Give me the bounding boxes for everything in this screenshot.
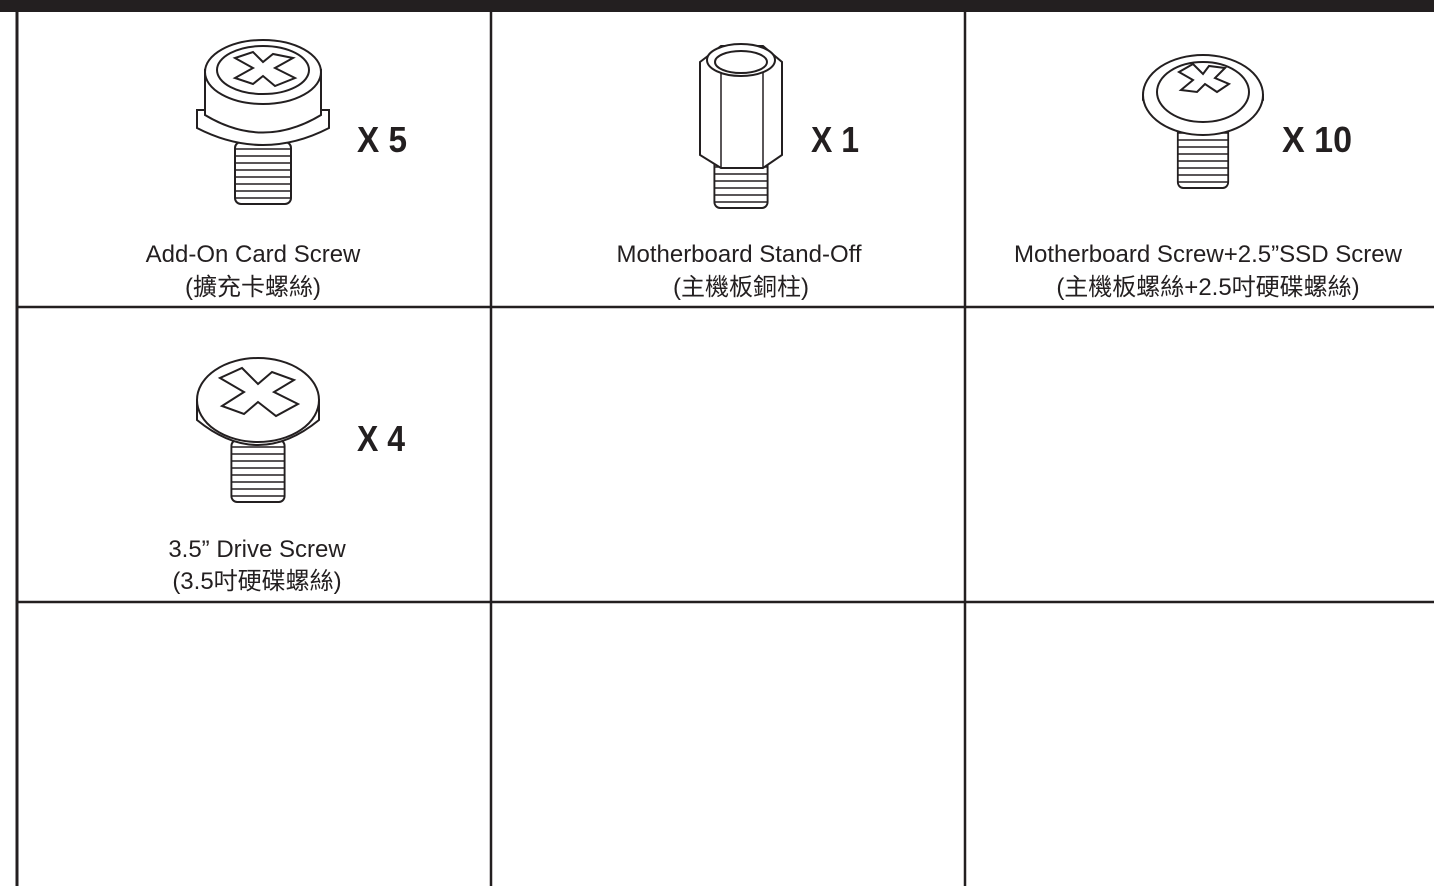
- item-name-zh: (3.5吋硬碟螺絲): [172, 568, 341, 595]
- quantity: X 10: [1282, 119, 1352, 160]
- item-name: Add-On Card Screw: [146, 241, 361, 268]
- item-name: 3.5” Drive Screw: [168, 536, 346, 563]
- item-name: Motherboard Stand-Off: [616, 241, 861, 268]
- screw-icon: [1142, 54, 1264, 189]
- item-name-zh: (擴充卡螺絲): [185, 274, 321, 301]
- screw-icon: [196, 357, 320, 503]
- item-name: Motherboard Screw+2.5”SSD Screw: [1014, 241, 1403, 268]
- item-name-zh: (主機板螺絲+2.5吋硬碟螺絲): [1056, 274, 1359, 301]
- quantity: X 1: [811, 119, 859, 160]
- quantity: X 4: [357, 418, 405, 459]
- top-bar: [0, 0, 1434, 12]
- screw-icon: [196, 39, 330, 205]
- quantity: X 5: [357, 119, 407, 160]
- standoff-icon: [699, 43, 783, 209]
- item-name-zh: (主機板銅柱): [673, 274, 809, 301]
